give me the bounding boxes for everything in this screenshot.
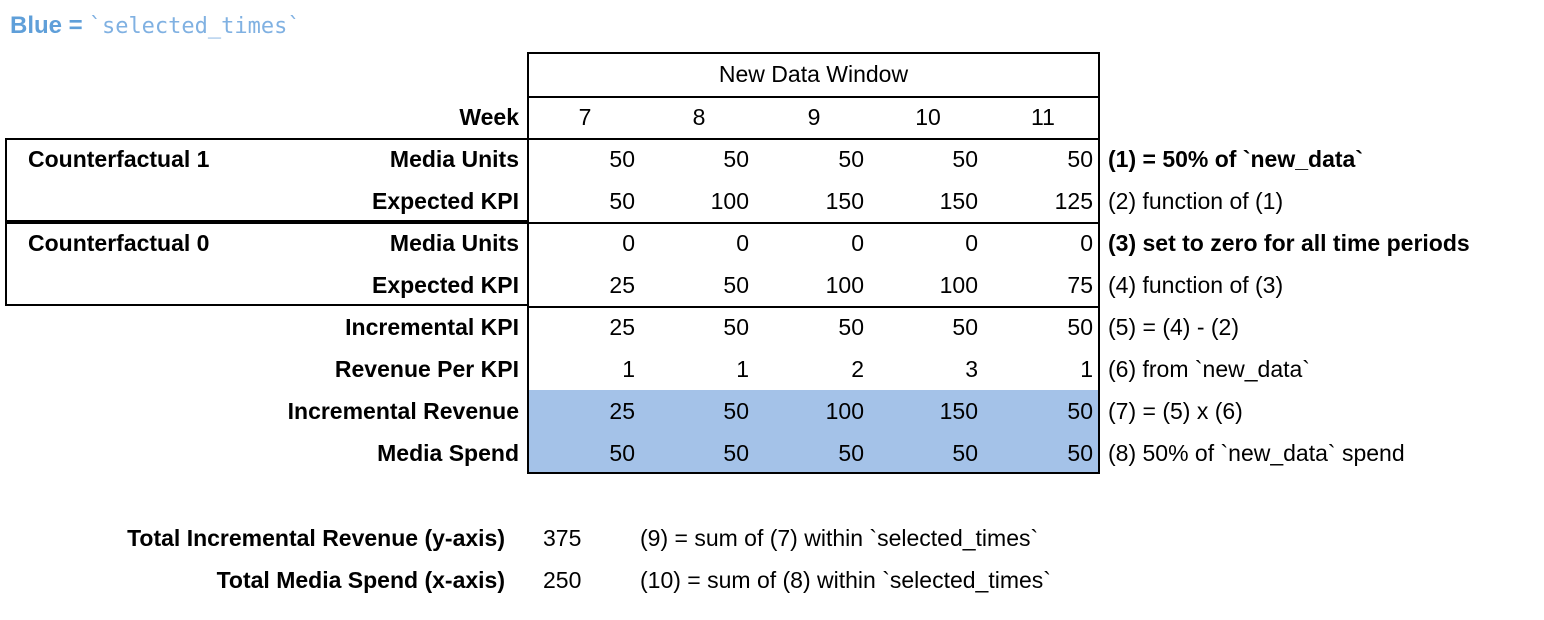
cell: 75 <box>1067 272 1093 298</box>
new-data-window-title: New Data Window <box>718 61 909 87</box>
week-7: 7 <box>578 104 592 130</box>
cell: 1 <box>1080 356 1093 382</box>
row-note: (3) set to zero for all time periods <box>1108 230 1470 256</box>
cell: 50 <box>952 314 978 340</box>
table-row-media-units-cf0: Media Units 0 0 0 0 0 (3) set to zero fo… <box>0 222 1544 264</box>
cell: 0 <box>622 230 635 256</box>
cell: 50 <box>609 146 635 172</box>
counterfactual-1-label: Counterfactual 1 <box>28 146 210 172</box>
row-label: Media Spend <box>377 440 519 466</box>
row-note: (5) = (4) - (2) <box>1108 314 1239 340</box>
cf0-bottom-divider <box>529 306 1098 308</box>
total-media-spend-note: (10) = sum of (8) within `selected_times… <box>640 567 1051 593</box>
cell: 50 <box>1067 146 1093 172</box>
cell: 50 <box>723 440 749 466</box>
cell: 150 <box>939 188 978 214</box>
cell: 50 <box>838 146 864 172</box>
total-incremental-revenue-value: 375 <box>543 525 582 551</box>
cell: 150 <box>825 188 864 214</box>
table-row-expected-kpi-cf0: Expected KPI 25 50 100 100 75 (4) functi… <box>0 264 1544 306</box>
table-row-revenue-per-kpi: Revenue Per KPI 1 1 2 3 1 (6) from `new_… <box>0 348 1544 390</box>
cell: 50 <box>723 398 749 424</box>
cell: 1 <box>622 356 635 382</box>
cell: 0 <box>736 230 749 256</box>
row-label: Incremental Revenue <box>287 398 519 424</box>
total-incremental-revenue-row: Total Incremental Revenue (y-axis) 375 (… <box>0 517 1544 559</box>
legend-selected-times-code: `selected_times` <box>88 14 301 39</box>
table-row-media-spend: Media Spend 50 50 50 50 50 (8) 50% of `n… <box>0 432 1544 474</box>
row-label: Revenue Per KPI <box>334 356 519 382</box>
cell: 50 <box>838 314 864 340</box>
cell: 2 <box>851 356 864 382</box>
cell: 0 <box>1080 230 1093 256</box>
row-note: (8) 50% of `new_data` spend <box>1108 440 1405 466</box>
cell: 50 <box>838 440 864 466</box>
table-row-incremental-revenue: Incremental Revenue 25 50 100 150 50 (7)… <box>0 390 1544 432</box>
cf1-cf0-divider <box>529 222 1098 224</box>
counterfactual-0-label: Counterfactual 0 <box>28 230 210 256</box>
cell: 50 <box>1067 398 1093 424</box>
row-note: (1) = 50% of `new_data` <box>1108 146 1363 172</box>
cell: 50 <box>609 188 635 214</box>
cell: 100 <box>710 188 749 214</box>
row-label: Expected KPI <box>372 188 519 214</box>
cell: 50 <box>609 440 635 466</box>
cell: 100 <box>825 398 864 424</box>
total-incremental-revenue-note: (9) = sum of (7) within `selected_times` <box>640 525 1039 551</box>
window-header-divider <box>529 96 1098 98</box>
cell: 50 <box>723 272 749 298</box>
row-label: Expected KPI <box>372 272 519 298</box>
selected-times-highlight <box>529 390 1098 472</box>
row-note: (2) function of (1) <box>1108 188 1284 214</box>
row-note: (7) = (5) x (6) <box>1108 398 1243 424</box>
counterfactual-1-box <box>5 138 529 222</box>
week-row-divider <box>529 138 1098 140</box>
cell: 1 <box>736 356 749 382</box>
cell: 25 <box>609 314 635 340</box>
cell: 50 <box>1067 440 1093 466</box>
row-label: Media Units <box>389 146 519 172</box>
week-header-row: Week 7 8 9 10 11 <box>0 96 1544 138</box>
table-row-media-units-cf1: Media Units 50 50 50 50 50 (1) = 50% of … <box>0 138 1544 180</box>
legend: Blue = `selected_times` <box>10 12 301 40</box>
cell: 50 <box>723 146 749 172</box>
row-note: (4) function of (3) <box>1108 272 1284 298</box>
cell: 3 <box>965 356 978 382</box>
table-row-expected-kpi-cf1: Expected KPI 50 100 150 150 125 (2) func… <box>0 180 1544 222</box>
week-10: 10 <box>915 104 941 130</box>
total-media-spend-value: 250 <box>543 567 582 593</box>
row-note: (6) from `new_data` <box>1108 356 1310 382</box>
cell: 50 <box>1067 314 1093 340</box>
cell: 50 <box>952 440 978 466</box>
table-row-incremental-kpi: Incremental KPI 25 50 50 50 50 (5) = (4)… <box>0 306 1544 348</box>
cell: 0 <box>851 230 864 256</box>
cell: 100 <box>939 272 978 298</box>
total-media-spend-label: Total Media Spend (x-axis) <box>216 567 505 593</box>
week-9: 9 <box>807 104 821 130</box>
legend-blue-label: Blue = <box>10 12 83 39</box>
total-media-spend-row: Total Media Spend (x-axis) 250 (10) = su… <box>0 559 1544 601</box>
cell: 50 <box>952 146 978 172</box>
cell: 0 <box>965 230 978 256</box>
cell: 100 <box>825 272 864 298</box>
week-8: 8 <box>692 104 706 130</box>
counterfactual-0-box <box>5 222 529 306</box>
cell: 125 <box>1054 188 1093 214</box>
total-incremental-revenue-label: Total Incremental Revenue (y-axis) <box>127 525 505 551</box>
week-label: Week <box>459 104 519 130</box>
cell: 25 <box>609 398 635 424</box>
week-11: 11 <box>1031 104 1055 130</box>
row-label: Media Units <box>389 230 519 256</box>
cell: 150 <box>939 398 978 424</box>
row-label: Incremental KPI <box>345 314 519 340</box>
cell: 25 <box>609 272 635 298</box>
cell: 50 <box>723 314 749 340</box>
